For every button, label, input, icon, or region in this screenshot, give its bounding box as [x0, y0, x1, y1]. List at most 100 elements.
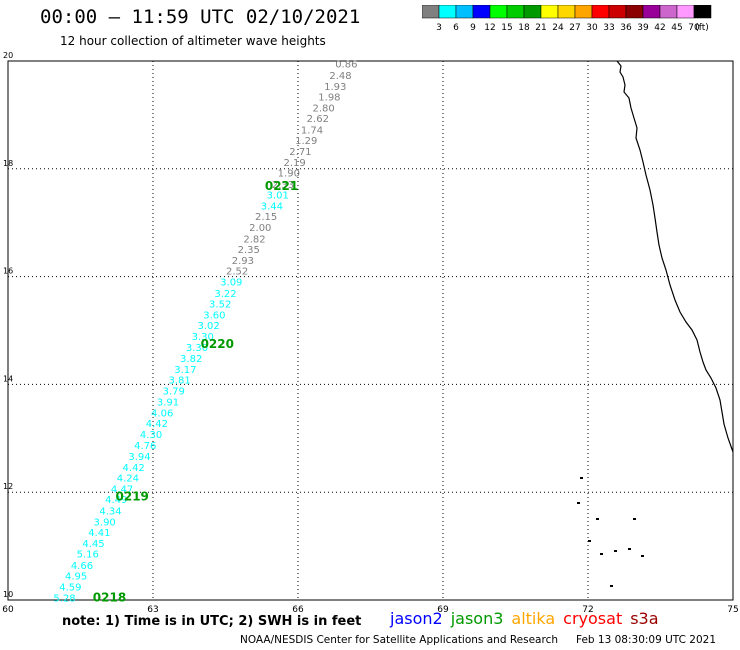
- wave-height-value: 2.35: [238, 245, 260, 256]
- credit-text: NOAA/NESDIS Center for Satellite Applica…: [240, 634, 558, 646]
- wave-height-value: 5.28: [53, 593, 75, 604]
- note-text: note: 1) Time is in UTC; 2) SWH is in fe…: [62, 614, 362, 629]
- satellite-legend: jason2 jason3 altika cryosat s3a: [390, 609, 667, 628]
- wave-height-value: 3.22: [214, 289, 236, 300]
- y-tick-label: 20: [3, 51, 13, 60]
- wave-height-value: 3.81: [168, 376, 190, 387]
- wave-height-value: 1.74: [301, 125, 323, 136]
- colorbar-tick-label: 36: [620, 23, 632, 33]
- colorbar-tick-label: 27: [569, 23, 580, 33]
- wave-height-value: 3.94: [128, 452, 150, 463]
- wave-height-value: 4.30: [140, 430, 162, 441]
- wave-height-value: 0.86: [335, 60, 357, 71]
- island-mark: [580, 477, 583, 479]
- timestamp-text: Feb 13 08:30:09 UTC 2021: [576, 634, 716, 646]
- chart-title: 00:00 – 11:59 UTC 02/10/2021: [40, 6, 361, 28]
- coastline: [616, 60, 734, 453]
- colorbar-tick-label: 6: [453, 23, 459, 33]
- island-mark: [633, 518, 636, 520]
- wave-height-value: 4.34: [99, 507, 121, 518]
- island-mark: [610, 585, 613, 587]
- island-mark: [588, 540, 591, 542]
- colorbar-tick-label: 30: [586, 23, 598, 33]
- x-tick-label: 69: [437, 605, 449, 615]
- wave-height-value: 4.59: [59, 583, 81, 594]
- satellite-legend-item: jason3: [450, 609, 504, 628]
- wave-height-value: 5.16: [77, 550, 99, 561]
- colorbar-unit: (ft): [695, 23, 709, 33]
- wave-height-value: 3.17: [174, 365, 196, 376]
- colorbar-tick-label: 39: [637, 23, 649, 33]
- wave-height-value: 4.06: [151, 408, 173, 419]
- y-tick-label: 16: [3, 267, 13, 276]
- wave-height-value: 4.76: [134, 441, 156, 452]
- colorbar-tick-label: 33: [603, 23, 614, 33]
- colorbar-tick-label: 21: [535, 23, 546, 33]
- satellite-legend-item: jason2: [390, 609, 443, 628]
- wave-height-value: 3.60: [203, 310, 225, 321]
- wave-height-value: 3.79: [163, 386, 185, 397]
- wave-height-value: 3.90: [94, 517, 116, 528]
- colorbar-tick-label: 24: [552, 23, 564, 33]
- wave-height-value: 4.42: [146, 419, 168, 430]
- island-mark: [641, 555, 644, 557]
- island-mark: [600, 553, 603, 555]
- wave-height-value: 2.80: [312, 103, 334, 114]
- colorbar-tick-label: 12: [484, 23, 495, 33]
- wave-height-value: 2.48: [329, 71, 351, 82]
- x-tick-label: 72: [582, 605, 593, 615]
- wave-height-value: 3.30: [192, 332, 214, 343]
- satellite-legend-item: cryosat: [563, 609, 623, 628]
- x-tick-label: 66: [292, 605, 304, 615]
- colorbar-tick-label: 45: [671, 23, 682, 33]
- y-tick-label: 18: [3, 159, 13, 168]
- colorbar-tick-label: 3: [436, 23, 442, 33]
- wave-height-value: 3.01: [267, 191, 289, 202]
- wave-height-value: 4.49: [105, 495, 127, 506]
- satellite-legend-item: altika: [511, 609, 556, 628]
- pass-time-label: 0221: [265, 179, 298, 193]
- wave-height-value: 2.82: [243, 234, 265, 245]
- wave-height-value: 4.66: [71, 561, 93, 572]
- wave-height-value: 2.62: [307, 114, 329, 125]
- wave-height-value: 1.90: [278, 169, 300, 180]
- y-tick-label: 14: [3, 374, 13, 383]
- wave-height-value: 3.82: [180, 354, 202, 365]
- chart-subtitle: 12 hour collection of altimeter wave hei…: [60, 34, 326, 48]
- colorbar-tick-label: 15: [501, 23, 512, 33]
- wave-height-value: 1.29: [295, 136, 317, 147]
- colorbar-tick-label: 18: [518, 23, 530, 33]
- wave-height-value: 3.91: [157, 398, 179, 409]
- wave-height-value: 2.15: [255, 212, 277, 223]
- wave-height-value: 2.71: [289, 147, 311, 158]
- pass-time-label: 0220: [201, 337, 234, 351]
- island-mark: [614, 550, 617, 552]
- wave-height-value: 2.33: [272, 180, 294, 191]
- wave-height-value: 3.30: [186, 343, 208, 354]
- wave-height-value: 4.45: [82, 539, 104, 550]
- wave-height-value: 2.52: [226, 267, 248, 278]
- wave-height-value: 2.19: [283, 158, 305, 169]
- wave-height-value: 3.02: [197, 321, 219, 332]
- satellite-legend-item: s3a: [630, 609, 659, 628]
- wave-height-value: 2.00: [249, 223, 271, 234]
- x-tick-label: 60: [2, 605, 14, 615]
- x-tick-label: 75: [727, 605, 738, 615]
- colorbar-tick-label: 42: [654, 23, 665, 33]
- x-tick-label: 63: [147, 605, 158, 615]
- wave-height-value: 3.52: [209, 300, 231, 311]
- wave-height-value: 4.47: [111, 484, 133, 495]
- y-tick-label: 10: [3, 590, 13, 599]
- island-mark: [596, 518, 599, 520]
- colorbar-swatch: [693, 5, 712, 19]
- island-mark: [577, 502, 580, 504]
- plot-frame: [7, 60, 734, 601]
- color-scale-legend: 3 6 9 12 15 18 21 24 27 30 33 36 39 42 45 70(ft): [422, 5, 712, 33]
- wave-height-value: 3.44: [261, 201, 283, 212]
- wave-height-value: 4.95: [65, 572, 87, 583]
- wave-height-value: 1.98: [318, 93, 340, 104]
- pass-time-label: 0219: [116, 490, 149, 504]
- y-tick-label: 12: [3, 482, 13, 491]
- wave-height-value: 4.41: [88, 528, 110, 539]
